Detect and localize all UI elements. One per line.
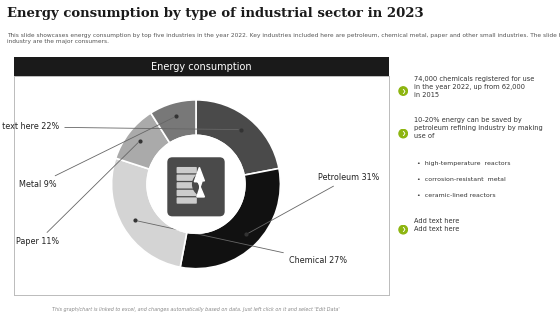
Text: Metal 9%: Metal 9%	[19, 117, 174, 189]
Wedge shape	[111, 158, 187, 267]
Circle shape	[193, 172, 216, 196]
Wedge shape	[151, 100, 196, 143]
Wedge shape	[116, 113, 170, 169]
Text: 10-20% energy can be saved by
petroleum refining industry by making
use of: 10-20% energy can be saved by petroleum …	[414, 117, 543, 139]
Circle shape	[147, 135, 245, 233]
FancyBboxPatch shape	[176, 175, 197, 181]
Polygon shape	[194, 167, 204, 197]
FancyBboxPatch shape	[176, 167, 197, 173]
FancyBboxPatch shape	[1, 57, 402, 77]
Circle shape	[399, 129, 408, 138]
Text: ❯: ❯	[401, 131, 405, 136]
Text: Energy consumption: Energy consumption	[151, 62, 252, 72]
Text: Energy consumption by type of industrial sector in 2023: Energy consumption by type of industrial…	[7, 7, 423, 20]
Wedge shape	[196, 100, 279, 175]
Text: Key takeaways: Key takeaways	[437, 46, 514, 55]
Text: •  high-temperature  reactors: • high-temperature reactors	[417, 161, 511, 166]
Text: Petroleum 31%: Petroleum 31%	[249, 173, 380, 233]
Text: Add text here
Add text here: Add text here Add text here	[414, 218, 460, 232]
Text: 74,000 chemicals registered for use
in the year 2022, up from 62,000
in 2015: 74,000 chemicals registered for use in t…	[414, 76, 535, 98]
Text: ❯: ❯	[401, 89, 405, 94]
Text: This slide showcases energy consumption by top five industries in the year 2022.: This slide showcases energy consumption …	[7, 33, 560, 44]
Circle shape	[399, 87, 408, 95]
Text: Chemical 27%: Chemical 27%	[138, 221, 347, 265]
Text: ❯: ❯	[401, 227, 405, 232]
Text: •  corrosion-resistant  metal: • corrosion-resistant metal	[417, 177, 506, 182]
FancyBboxPatch shape	[176, 198, 197, 204]
FancyBboxPatch shape	[176, 190, 197, 196]
Text: This graph/chart is linked to excel, and changes automatically based on data. Ju: This graph/chart is linked to excel, and…	[52, 307, 340, 312]
Wedge shape	[180, 169, 281, 269]
Text: Paper 11%: Paper 11%	[16, 143, 138, 246]
Text: •  ceramic-lined reactors: • ceramic-lined reactors	[417, 193, 496, 198]
FancyBboxPatch shape	[176, 182, 197, 188]
FancyBboxPatch shape	[167, 157, 225, 216]
Circle shape	[399, 226, 408, 234]
Text: Add text here 22%: Add text here 22%	[0, 122, 239, 131]
